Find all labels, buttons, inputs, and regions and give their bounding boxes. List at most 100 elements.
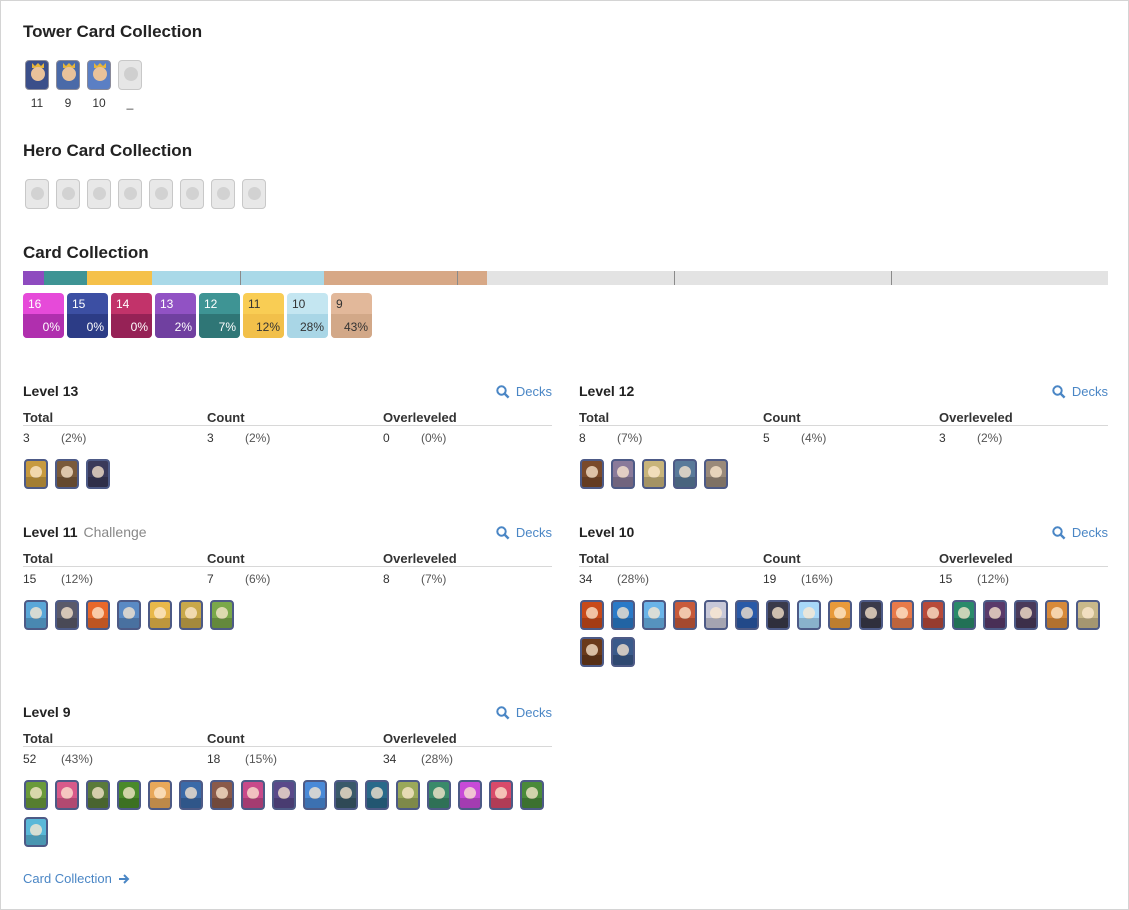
level-box[interactable]: 9 43% [331,293,372,338]
hero-card-icon[interactable] [211,179,235,209]
bar-tick [891,271,892,285]
hero-card-icon[interactable] [242,179,266,209]
card-icon[interactable] [24,780,48,810]
level-box[interactable]: 11 12% [243,293,284,338]
card-icon[interactable] [673,459,697,489]
card-shade [26,477,46,487]
hero-card-icon[interactable] [180,179,204,209]
tower-card[interactable]: 9 [56,60,80,110]
panel-title: Level 12 [579,383,634,399]
card-icon[interactable] [952,600,976,630]
tower-card[interactable]: _ [118,60,142,110]
stat-percent: (2%) [61,431,87,445]
card-icon[interactable] [179,780,203,810]
card-icon[interactable] [828,600,852,630]
panel-title: Level 13 [23,383,78,399]
card-icon[interactable] [458,780,482,810]
level-box[interactable]: 10 28% [287,293,328,338]
card-icon[interactable] [489,780,513,810]
tower-level: 11 [30,96,44,110]
card-icon[interactable] [303,780,327,810]
card-icon[interactable] [890,600,914,630]
decks-label[interactable]: Decks [1071,525,1108,540]
card-icon[interactable] [580,600,604,630]
card-icon[interactable] [117,600,141,630]
card-icon[interactable] [210,780,234,810]
card-icon[interactable] [55,600,79,630]
card-icon[interactable] [704,600,728,630]
card-icon[interactable] [24,459,48,489]
card-icon[interactable] [272,780,296,810]
card-icon[interactable] [580,637,604,667]
decks-link[interactable]: Decks [496,525,552,540]
decks-link[interactable]: Decks [1052,525,1108,540]
tower-card-row: 11 9 10 _ [25,60,142,110]
tower-card[interactable]: 10 [87,60,111,110]
card-icon[interactable] [520,780,544,810]
card-collection-link-label[interactable]: Card Collection [23,871,112,886]
card-icon[interactable] [86,780,110,810]
card-icon[interactable] [611,600,635,630]
card-icon[interactable] [55,459,79,489]
hero-card-icon[interactable] [56,179,80,209]
level-box-lower [199,314,240,338]
card-icon[interactable] [55,780,79,810]
card-icon[interactable] [24,817,48,847]
decks-label[interactable]: Decks [515,384,552,399]
level-box[interactable]: 16 0% [23,293,64,338]
level-box[interactable]: 13 2% [155,293,196,338]
level-box[interactable]: 12 7% [199,293,240,338]
card-icon[interactable] [117,780,141,810]
card-icon[interactable] [148,780,172,810]
card-icon[interactable] [148,600,172,630]
decks-label[interactable]: Decks [1071,384,1108,399]
decks-link[interactable]: Decks [496,705,552,720]
hero-face [248,187,261,200]
card-icon[interactable] [921,600,945,630]
card-icon[interactable] [334,780,358,810]
card-icon[interactable] [1076,600,1100,630]
card-icon[interactable] [24,600,48,630]
search-icon [496,384,510,398]
card-icon[interactable] [86,459,110,489]
card-icon[interactable] [86,600,110,630]
card-shade [336,798,356,808]
card-icon[interactable] [1045,600,1069,630]
decks-label[interactable]: Decks [515,525,552,540]
card-icon[interactable] [427,780,451,810]
card-icon[interactable] [611,459,635,489]
decks-link[interactable]: Decks [1052,384,1108,399]
hero-card-icon[interactable] [149,179,173,209]
card-icon[interactable] [611,637,635,667]
tower-card[interactable]: 11 [25,60,49,110]
card-icon[interactable] [673,600,697,630]
card-icon[interactable] [241,780,265,810]
card-icon[interactable] [735,600,759,630]
level-box[interactable]: 14 0% [111,293,152,338]
card-shade [706,477,726,487]
card-art [433,787,445,799]
card-icon[interactable] [797,600,821,630]
card-icon[interactable] [365,780,389,810]
decks-label[interactable]: Decks [515,705,552,720]
card-icon[interactable] [704,459,728,489]
card-icon[interactable] [642,600,666,630]
card-shade [212,618,232,628]
card-icon[interactable] [859,600,883,630]
decks-link[interactable]: Decks [496,384,552,399]
card-icon[interactable] [1014,600,1038,630]
hero-card-icon[interactable] [87,179,111,209]
card-icon[interactable] [983,600,1007,630]
hero-card-icon[interactable] [25,179,49,209]
level-box[interactable]: 15 0% [67,293,108,338]
card-icon[interactable] [179,600,203,630]
level-distribution: 16 0% 15 0% 14 0% 13 2% 12 7% 11 12% 10 28% 9 43% [23,293,372,338]
card-icon[interactable] [766,600,790,630]
column-header: Overleveled [383,410,457,425]
card-icon[interactable] [642,459,666,489]
card-icon[interactable] [396,780,420,810]
hero-card-icon[interactable] [118,179,142,209]
card-icon[interactable] [580,459,604,489]
card-icon[interactable] [210,600,234,630]
card-collection-link[interactable]: Card Collection [23,871,130,886]
